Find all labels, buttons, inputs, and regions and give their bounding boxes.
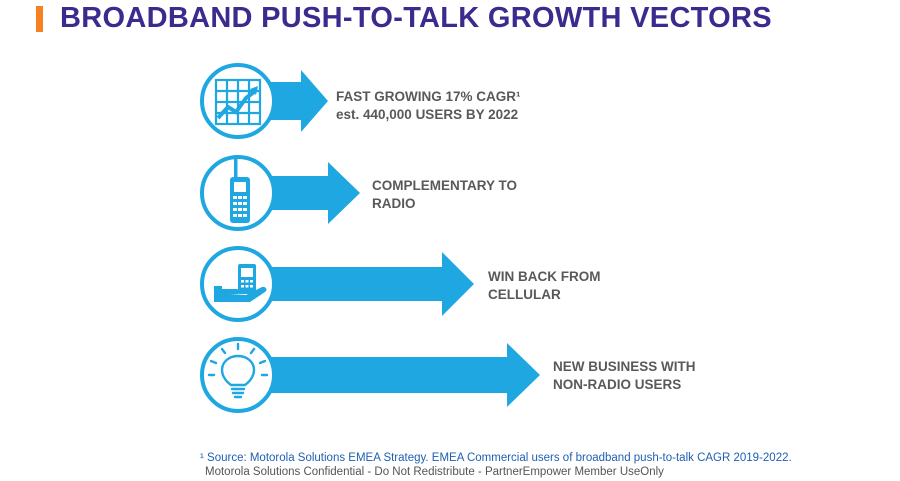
hand-holding-phone-icon bbox=[214, 264, 267, 302]
vector-1-line-2: est. 440,000 USERS BY 2022 bbox=[336, 107, 519, 122]
footnote-source: ¹ Source: Motorola Solutions EMEA Strate… bbox=[200, 452, 792, 464]
vector-2-text: COMPLEMENTARY TO RADIO bbox=[372, 177, 517, 213]
arrow-4 bbox=[270, 343, 540, 407]
arrow-3 bbox=[270, 252, 474, 316]
vector-2-line-1: COMPLEMENTARY TO bbox=[372, 178, 518, 193]
growth-chart-icon bbox=[214, 78, 262, 126]
confidentiality-notice: Motorola Solutions Confidential - Do Not… bbox=[205, 466, 664, 478]
vector-4-line-1: NEW BUSINESS WITH bbox=[553, 359, 696, 374]
page-title: BROADBAND PUSH-TO-TALK GROWTH VECTORS bbox=[60, 2, 772, 34]
growth-vector-3: WIN BACK FROM CELLULAR bbox=[0, 242, 900, 342]
vector-3-text: WIN BACK FROM CELLULAR bbox=[488, 268, 600, 304]
growth-vector-1: FAST GROWING 17% CAGR¹ est. 440,000 USER… bbox=[0, 58, 900, 158]
vector-3-line-1: WIN BACK FROM bbox=[488, 269, 601, 284]
vector-4-line-2: NON-RADIO USERS bbox=[553, 377, 682, 392]
growth-vector-2: COMPLEMENTARY TO RADIO bbox=[0, 151, 900, 251]
vector-3-graphic bbox=[200, 246, 474, 322]
title-accent-bar bbox=[36, 6, 43, 32]
arrow-2 bbox=[270, 162, 360, 224]
vector-1-text: FAST GROWING 17% CAGR¹ est. 440,000 USER… bbox=[336, 88, 521, 124]
vector-1-line-1: FAST GROWING 17% CAGR¹ bbox=[336, 89, 521, 104]
vector-2-line-2: RADIO bbox=[372, 196, 416, 211]
two-way-radio-icon bbox=[230, 159, 250, 223]
growth-vector-4: NEW BUSINESS WITH NON-RADIO USERS bbox=[0, 333, 900, 433]
vector-3-line-2: CELLULAR bbox=[488, 287, 561, 302]
light-bulb-icon bbox=[207, 342, 269, 399]
vector-4-graphic bbox=[200, 337, 540, 413]
vector-4-text: NEW BUSINESS WITH NON-RADIO USERS bbox=[553, 358, 696, 394]
vector-1-graphic bbox=[200, 63, 328, 139]
arrow-1 bbox=[270, 70, 328, 132]
vector-2-graphic bbox=[200, 155, 360, 231]
